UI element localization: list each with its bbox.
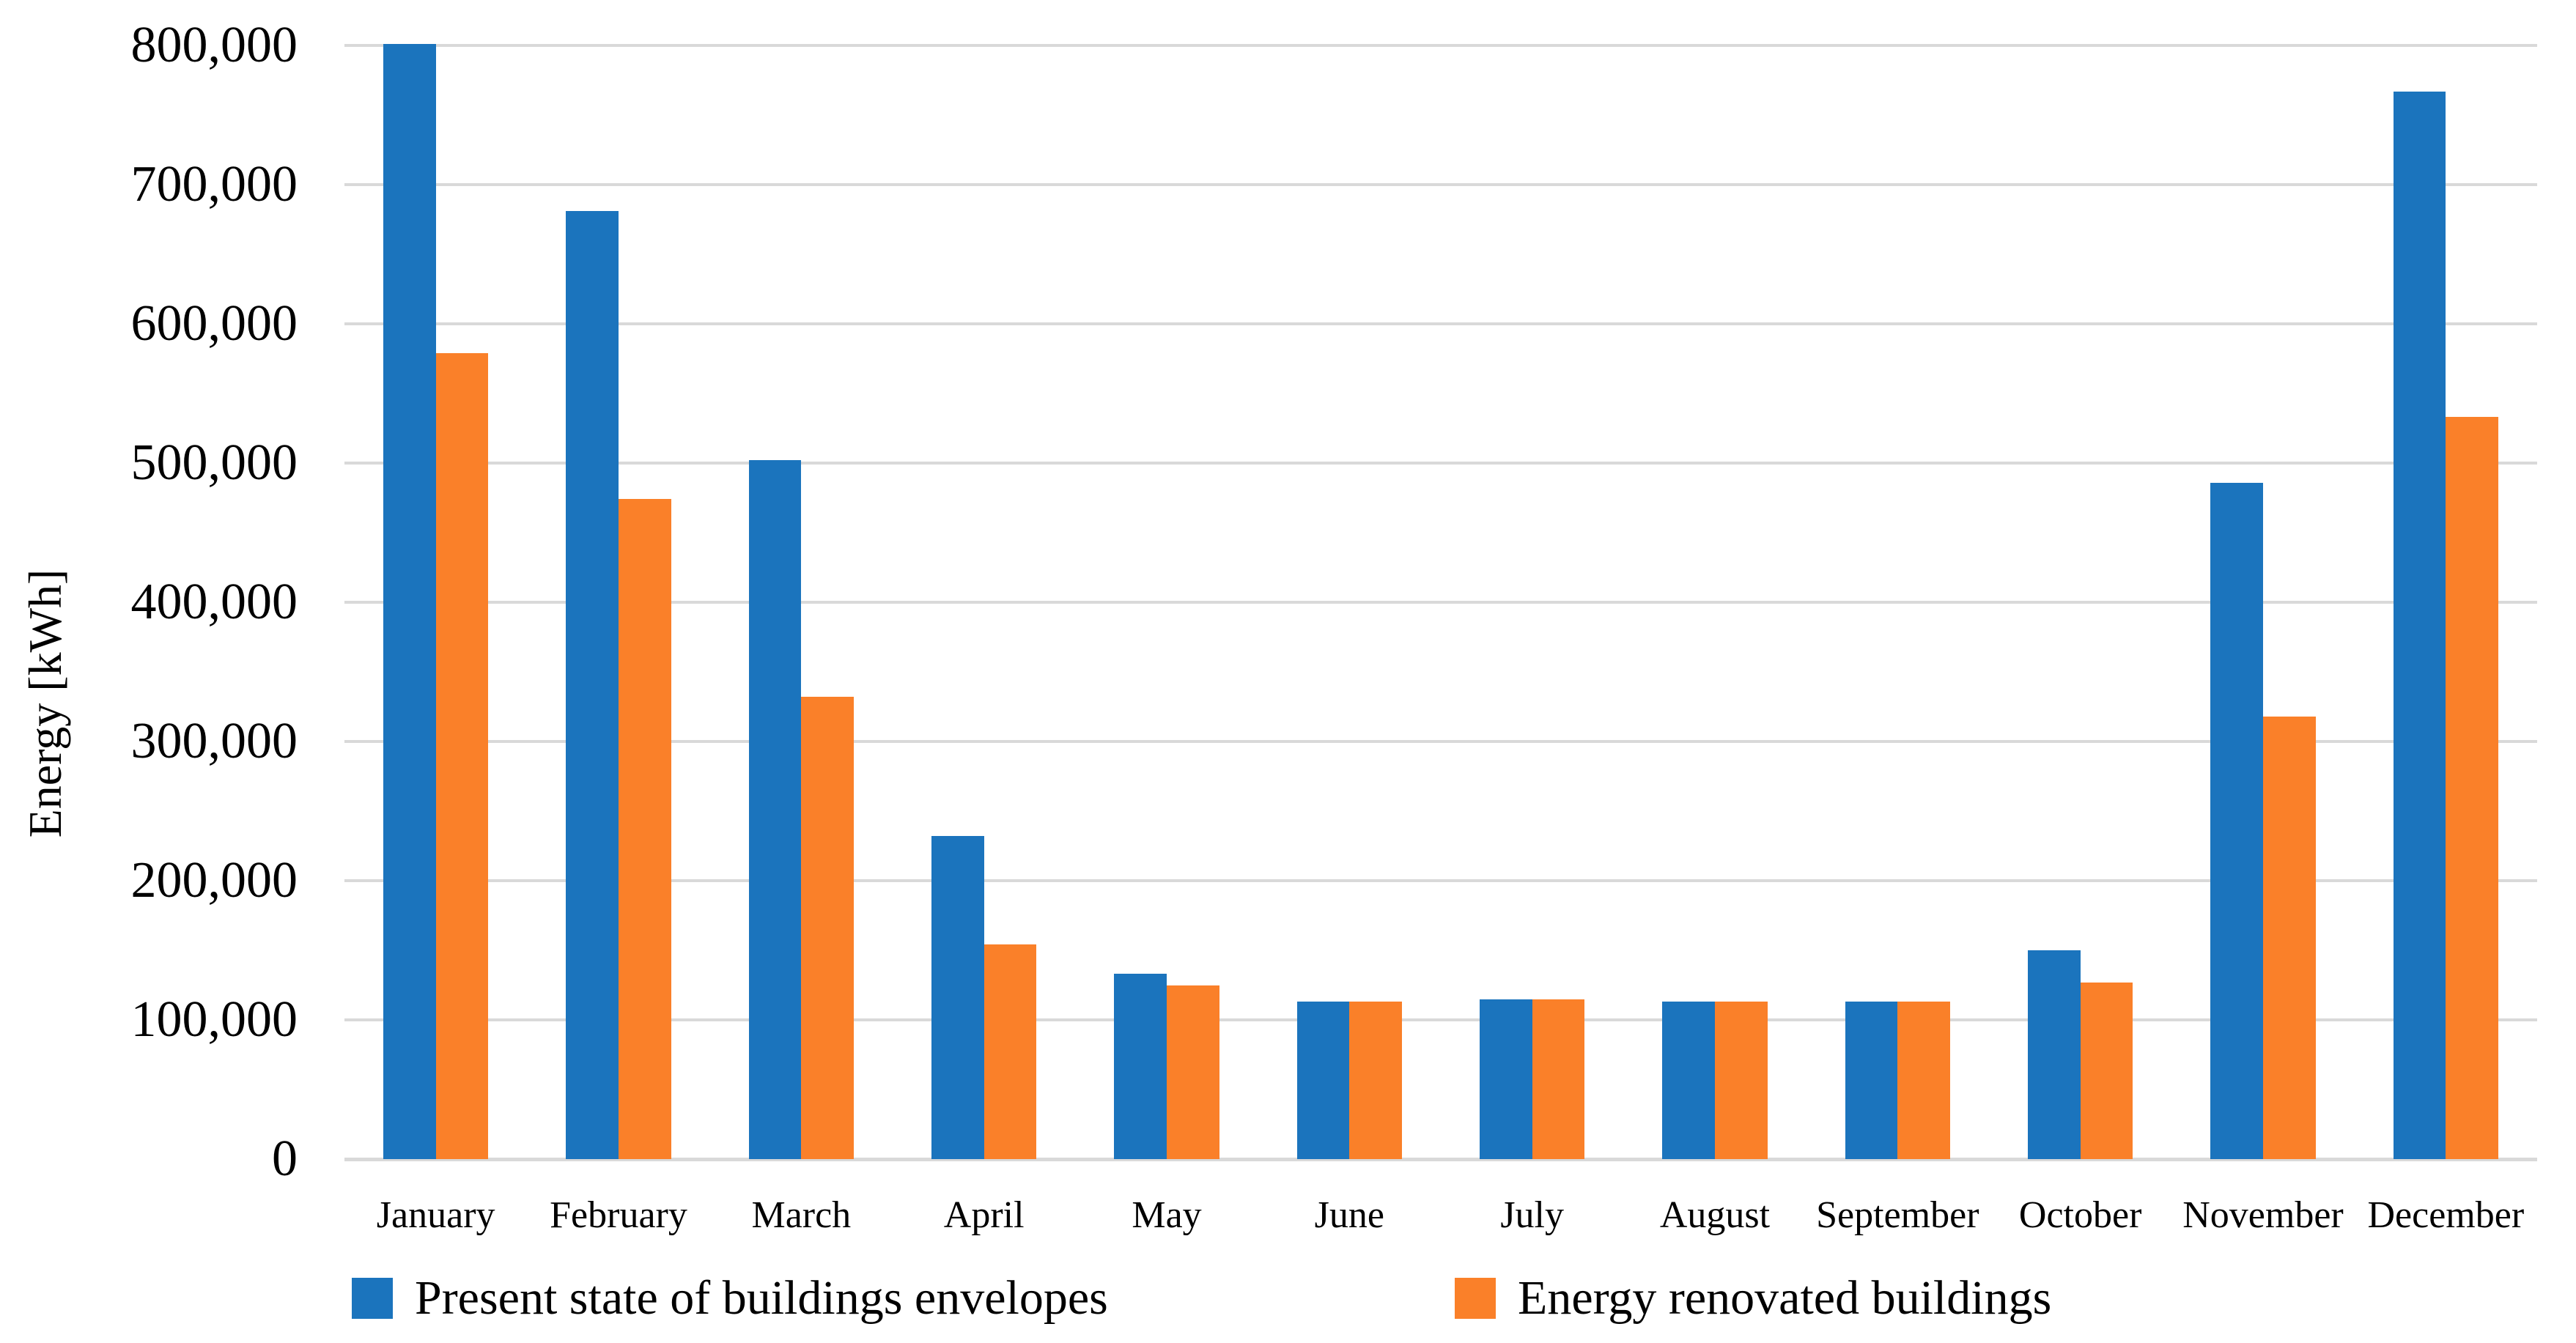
bar-renovated bbox=[1349, 1002, 1402, 1159]
x-tick-label: August bbox=[1659, 1194, 1771, 1236]
bar-renovated bbox=[2262, 716, 2316, 1159]
legend-item-present: Present state of buildings envelopes bbox=[352, 1274, 1108, 1322]
bar-renovated bbox=[1166, 985, 1219, 1159]
bar-renovated bbox=[1897, 1002, 1950, 1159]
legend-item-renovated: Energy renovated buildings bbox=[1455, 1274, 2051, 1322]
gridline bbox=[344, 1018, 2537, 1021]
bar-present bbox=[1662, 1002, 1715, 1159]
plot-area bbox=[344, 44, 2537, 1161]
gridline bbox=[344, 322, 2537, 325]
gridline bbox=[344, 462, 2537, 465]
bar-renovated bbox=[435, 352, 489, 1159]
bar-present bbox=[1845, 1002, 1898, 1159]
legend-swatch-present-icon bbox=[352, 1278, 393, 1319]
bar-present bbox=[1480, 999, 1532, 1159]
bar-renovated bbox=[983, 944, 1037, 1159]
gridline bbox=[344, 44, 2537, 47]
gridline bbox=[344, 879, 2537, 882]
bar-present bbox=[2028, 950, 2081, 1159]
y-tick-label: 600,000 bbox=[130, 295, 298, 352]
bar-present bbox=[1114, 974, 1167, 1159]
x-tick-label: October bbox=[2018, 1194, 2142, 1236]
y-tick-label: 800,000 bbox=[130, 17, 298, 73]
legend-swatch-renovated-icon bbox=[1455, 1278, 1496, 1319]
y-tick-label: 700,000 bbox=[130, 156, 298, 212]
y-tick-label: 0 bbox=[272, 1131, 298, 1187]
gridline bbox=[344, 183, 2537, 186]
bar-renovated bbox=[2446, 417, 2498, 1159]
x-tick-label: June bbox=[1314, 1194, 1384, 1236]
gridline bbox=[344, 1158, 2537, 1161]
x-tick-label: February bbox=[550, 1194, 687, 1236]
bar-renovated bbox=[801, 697, 854, 1159]
bar-present bbox=[383, 44, 436, 1159]
x-tick-label: September bbox=[1816, 1194, 1979, 1236]
x-tick-label: November bbox=[2182, 1194, 2344, 1236]
bar-present bbox=[566, 211, 619, 1159]
y-tick-label: 400,000 bbox=[130, 574, 298, 630]
bar-present bbox=[748, 460, 802, 1159]
y-tick-label: 500,000 bbox=[130, 434, 298, 491]
gridline bbox=[344, 740, 2537, 743]
y-tick-label: 200,000 bbox=[130, 852, 298, 909]
x-tick-label: May bbox=[1132, 1194, 1202, 1236]
x-tick-label: April bbox=[943, 1194, 1025, 1236]
y-tick-label: 300,000 bbox=[130, 713, 298, 769]
x-tick-label: December bbox=[2367, 1194, 2525, 1236]
bar-present bbox=[2393, 91, 2446, 1159]
bar-renovated bbox=[618, 499, 671, 1159]
bar-present bbox=[1296, 1002, 1350, 1159]
bar-present bbox=[2210, 482, 2263, 1159]
bar-renovated bbox=[1714, 1002, 1768, 1159]
x-tick-label: March bbox=[751, 1194, 852, 1236]
bar-renovated bbox=[1532, 999, 1585, 1159]
bar-present bbox=[931, 836, 984, 1159]
legend-label-present: Present state of buildings envelopes bbox=[415, 1271, 1108, 1325]
gridline bbox=[344, 601, 2537, 604]
y-axis-tick-labels: 0 100,000 200,000 300,000 400,000 500,000 600,… bbox=[0, 20, 298, 1185]
legend-label-renovated: Energy renovated buildings bbox=[1518, 1271, 2052, 1325]
y-tick-label: 100,000 bbox=[130, 991, 298, 1048]
bar-renovated bbox=[2080, 982, 2133, 1159]
x-tick-label: July bbox=[1500, 1194, 1564, 1236]
x-tick-label: January bbox=[376, 1194, 495, 1236]
